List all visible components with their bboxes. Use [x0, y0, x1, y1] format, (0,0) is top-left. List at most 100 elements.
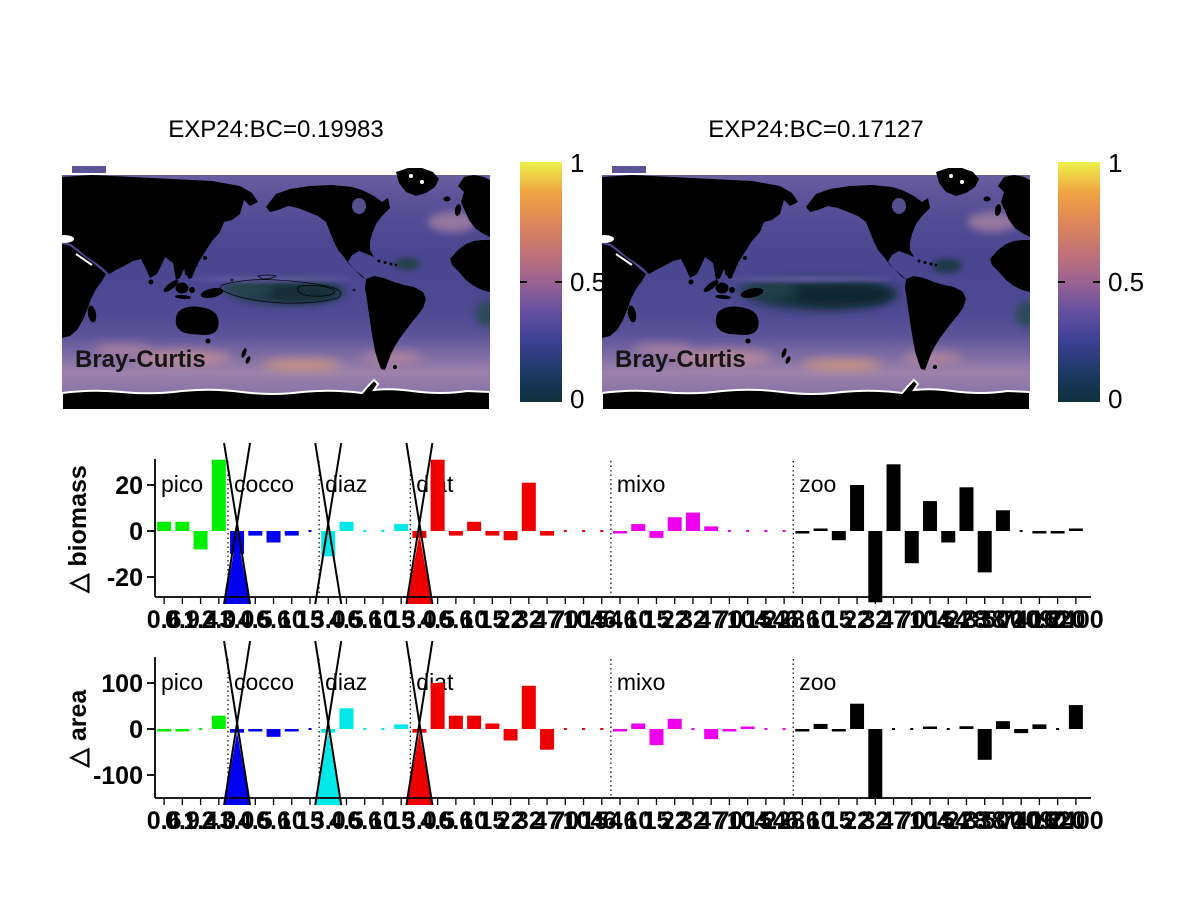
svg-text:0.9: 0.9: [165, 606, 200, 634]
world-map-bray-curtis-1: [62, 162, 490, 410]
svg-text:47: 47: [533, 807, 561, 835]
svg-text:70: 70: [716, 807, 744, 835]
colorbar-mid-tick: [1093, 281, 1100, 283]
svg-text:10: 10: [624, 807, 652, 835]
svg-text:22: 22: [497, 606, 525, 634]
svg-text:500: 500: [982, 606, 1024, 634]
bars-mixo: [613, 512, 786, 538]
x-tick-labels: 0.60.91.42.03.04.56.610153.04.56.610153.…: [147, 606, 1104, 634]
svg-text:47: 47: [697, 807, 725, 835]
antarctica: [602, 378, 1030, 410]
offscale-marker-diat: [405, 442, 434, 605]
svg-text:32: 32: [861, 807, 889, 835]
svg-text:228: 228: [946, 807, 988, 835]
svg-text:1620: 1620: [1030, 807, 1086, 835]
svg-text:740: 740: [1000, 807, 1042, 835]
svg-text:47: 47: [880, 606, 908, 634]
bars-cocco: [230, 728, 312, 737]
svg-text:32: 32: [515, 807, 543, 835]
svg-text:4.5: 4.5: [238, 807, 273, 835]
group-label-pico: pico: [161, 669, 203, 695]
svg-text:70: 70: [551, 807, 579, 835]
svg-text:228: 228: [763, 807, 805, 835]
svg-text:338: 338: [964, 807, 1006, 835]
y-tick-labels: 20 0 -20: [107, 472, 155, 592]
svg-text:6.6: 6.6: [347, 807, 382, 835]
svg-text:0.6: 0.6: [147, 606, 182, 634]
colorbar-1: 1 0.5 0: [520, 148, 606, 414]
map-title-1: EXP24:BC=0.19983: [168, 116, 384, 143]
svg-text:104: 104: [909, 606, 951, 634]
svg-text:70: 70: [898, 807, 926, 835]
svg-text:15: 15: [478, 606, 506, 634]
svg-text:70: 70: [551, 606, 579, 634]
svg-text:10: 10: [807, 606, 835, 634]
bars-diat: [412, 683, 604, 750]
map-title-2: EXP24:BC=0.17127: [708, 116, 924, 143]
svg-text:6.6: 6.6: [603, 606, 638, 634]
svg-text:3.0: 3.0: [311, 807, 346, 835]
svg-text:22: 22: [661, 807, 689, 835]
y-axis-label: △ biomass: [64, 465, 92, 594]
svg-text:15: 15: [387, 606, 415, 634]
arctic-no-data: [602, 162, 1030, 175]
svg-text:22: 22: [843, 807, 871, 835]
svg-text:4.5: 4.5: [420, 807, 455, 835]
group-label-zoo: zoo: [799, 471, 836, 497]
svg-text:6.6: 6.6: [603, 807, 638, 835]
svg-text:10: 10: [460, 807, 488, 835]
colorbar-tick-0: 0: [570, 384, 585, 414]
svg-text:2400: 2400: [1048, 606, 1104, 634]
group-label-mixo: mixo: [617, 471, 666, 497]
bars-diaz: [321, 521, 409, 557]
svg-text:15: 15: [478, 807, 506, 835]
offscale-marker-cocco: [223, 442, 252, 605]
svg-text:1.4: 1.4: [183, 807, 218, 835]
svg-text:154: 154: [745, 807, 787, 835]
svg-text:228: 228: [946, 606, 988, 634]
svg-text:1.4: 1.4: [183, 606, 218, 634]
y-tick-labels: 100 0 -100: [93, 670, 155, 790]
svg-text:-100: -100: [93, 762, 143, 790]
svg-text:154: 154: [745, 606, 787, 634]
x-tick-marks: [163, 597, 1077, 604]
bars-zoo: [795, 703, 1083, 799]
bc-contour-lines: [220, 274, 356, 304]
group-label-diaz: diaz: [325, 471, 367, 497]
svg-text:10: 10: [369, 606, 397, 634]
bars-diaz: [321, 708, 409, 733]
colorbar-mid-tick: [555, 281, 562, 283]
svg-text:4.5: 4.5: [329, 606, 364, 634]
svg-text:104: 104: [563, 606, 605, 634]
svg-text:100: 100: [101, 670, 143, 698]
y-axis-label: △ area: [64, 689, 92, 769]
svg-text:6.6: 6.6: [438, 606, 473, 634]
group-label-zoo: zoo: [799, 669, 836, 695]
bars-mixo: [613, 718, 786, 746]
svg-text:20: 20: [115, 472, 143, 500]
ocean-anomaly-patches: [602, 184, 1030, 371]
x-tick-labels: 0.60.91.42.03.04.56.610153.04.56.610153.…: [147, 807, 1104, 835]
svg-text:3.0: 3.0: [220, 807, 255, 835]
svg-text:10: 10: [278, 807, 306, 835]
svg-text:-20: -20: [107, 564, 143, 592]
svg-text:32: 32: [861, 606, 889, 634]
svg-text:15: 15: [825, 606, 853, 634]
group-label-mixo: mixo: [617, 669, 666, 695]
arctic-no-data: [62, 162, 490, 175]
svg-text:47: 47: [697, 606, 725, 634]
offscale-marker-diat: [405, 640, 434, 806]
delta-area-chart: 0.60.91.42.03.04.56.610153.04.56.610153.…: [64, 640, 1104, 835]
svg-text:1620: 1620: [1030, 606, 1086, 634]
svg-text:104: 104: [563, 807, 605, 835]
colorbar-tick-0p5: 0.5: [570, 267, 607, 297]
svg-text:104: 104: [727, 807, 769, 835]
svg-text:3.0: 3.0: [402, 807, 437, 835]
svg-text:338: 338: [964, 606, 1006, 634]
svg-text:154: 154: [581, 606, 623, 634]
svg-text:104: 104: [727, 606, 769, 634]
svg-text:104: 104: [909, 807, 951, 835]
svg-text:1090: 1090: [1012, 807, 1068, 835]
svg-text:154: 154: [927, 807, 969, 835]
